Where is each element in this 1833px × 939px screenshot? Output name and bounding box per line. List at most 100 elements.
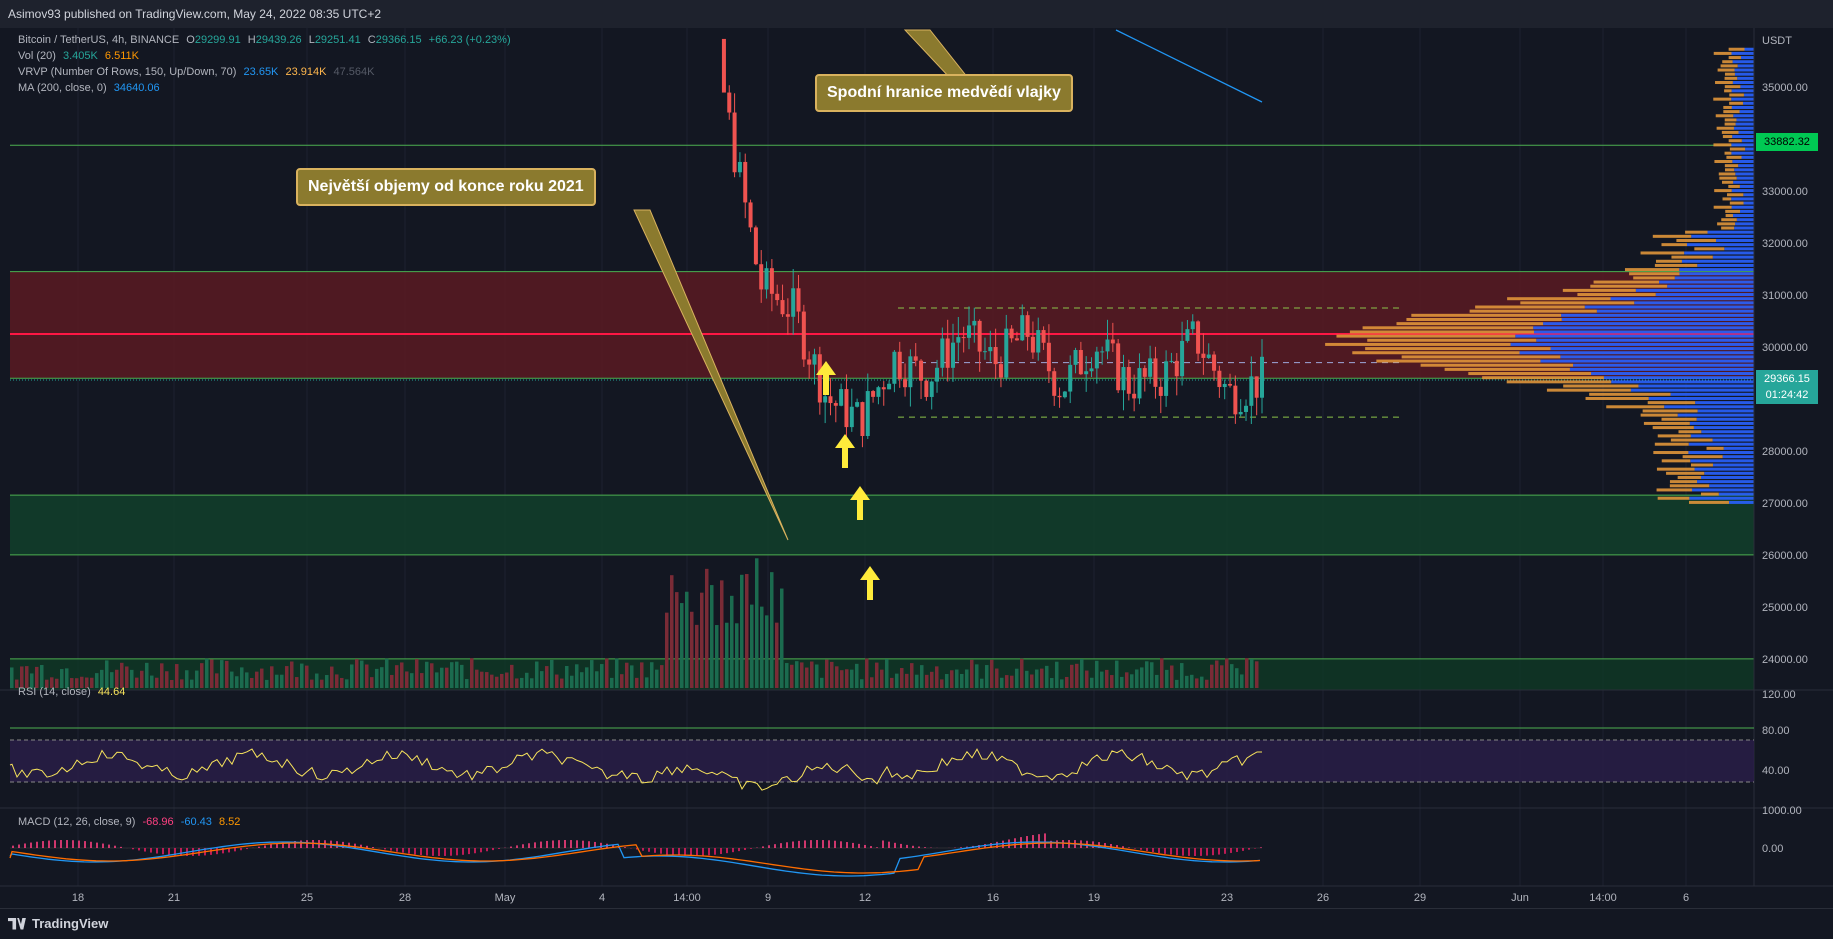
macd-histogram-bar [240,848,242,850]
candle-body [834,403,838,406]
candle-body [1026,315,1030,337]
volume-bar [985,665,989,688]
volume-bar [225,661,229,688]
profile-bar-up [1679,272,1754,275]
volume-bar [230,672,234,688]
macd-histogram-bar [846,842,848,848]
profile-bar-up [1698,409,1754,412]
macd-histogram-bar [774,844,776,848]
profile-bar-down [1468,372,1591,375]
volume-bar [845,669,849,688]
profile-bar-up [1731,143,1754,146]
macd-histogram-bar [810,840,812,848]
candle-body [919,361,923,381]
volume-bar [1105,670,1109,688]
biggest-volume-callout[interactable]: Největší objemy od konce roku 2021 [296,168,596,206]
profile-bar-up [1695,401,1754,404]
tradingview-logo[interactable]: TradingView [8,916,108,931]
profile-bar-up [1691,434,1754,437]
profile-bar-up [1735,172,1754,175]
volume-bar [280,675,284,688]
arrow-up-icon [823,373,829,395]
profile-bar-down [1421,364,1573,367]
volume-bar [980,679,984,688]
candle-body [882,387,886,389]
profile-bar-down [1507,380,1611,383]
candle-body [1191,321,1195,329]
profile-bar-up [1604,376,1754,379]
volume-bar [500,674,504,688]
volume-bar [1180,663,1184,688]
candle-body [935,368,939,382]
profile-bar-down [1325,343,1510,346]
profile-bar-up [1667,285,1754,288]
profile-bar-down [1725,85,1741,88]
volume-bar [360,661,364,688]
candle-body [1153,358,1157,386]
macd-histogram-bar [450,848,452,856]
macd-histogram-bar [582,841,584,848]
candle-body [994,347,998,364]
profile-bar-up [1694,426,1754,429]
macd-histogram-bar [1242,848,1244,851]
profile-bar-up [1740,85,1754,88]
volume-bar [120,663,124,688]
profile-bar-up [1719,493,1754,496]
macd-histogram-bar [912,846,914,848]
candle-body [1036,330,1040,352]
profile-bar-down [1726,156,1741,159]
volume-bar [615,659,619,688]
volume-bar [950,670,954,688]
profile-bar-up [1734,168,1754,171]
macd-histogram-bar [702,848,704,856]
profile-bar-up [1671,393,1754,396]
macd-histogram-bar [408,848,410,854]
profile-bar-down [1729,48,1745,51]
profile-bar-down [1714,160,1732,163]
macd-histogram-bar [1134,848,1136,849]
profile-bar-up [1551,347,1754,350]
profile-bar-down [1713,143,1731,146]
macd-histogram-bar [672,848,674,855]
macd-histogram-bar [60,840,62,848]
profile-bar-down [1719,177,1736,180]
volume-bar [300,664,304,688]
resistance-price-tag: 33882.32 [1756,133,1818,151]
macd-histogram-bar [1164,848,1166,854]
candle-body [956,337,960,343]
volume-bar [385,659,389,688]
profile-bar-down [1725,123,1736,126]
profile-bar-up [1649,397,1754,400]
candle-body [876,387,880,397]
profile-bar-down [1641,414,1678,417]
profile-bar-up [1687,243,1754,246]
volume-bar [810,662,814,688]
profile-bar-down [1397,322,1544,325]
macd-histogram-bar [522,844,524,848]
profile-bar-down [1694,247,1724,250]
volume-bar [530,678,534,688]
candle-body [743,162,747,202]
volume-bar [485,672,489,688]
volume-bar [640,662,644,688]
volume-bar [1070,665,1074,688]
volume-bar [1195,678,1199,688]
time-tick-label: 28 [399,892,411,904]
rsi-band [10,740,1754,782]
macd-histogram-bar [156,848,158,854]
volume-bar [1220,665,1224,688]
candle-body [807,359,811,364]
volume-bar [375,669,379,688]
macd-histogram-bar [162,848,164,854]
profile-bar-up [1679,268,1754,271]
bear-flag-callout[interactable]: Spodní hranice medvědí vlajky [815,74,1073,112]
candle-body [951,343,955,368]
profile-bar-down [1563,289,1636,292]
volume-bar [440,668,444,688]
profile-bar-down [1657,488,1692,491]
time-tick-label: 14:00 [673,892,701,904]
macd-histogram-bar [918,847,920,848]
macd-histogram-bar [138,848,140,850]
profile-bar-down [1520,301,1634,304]
